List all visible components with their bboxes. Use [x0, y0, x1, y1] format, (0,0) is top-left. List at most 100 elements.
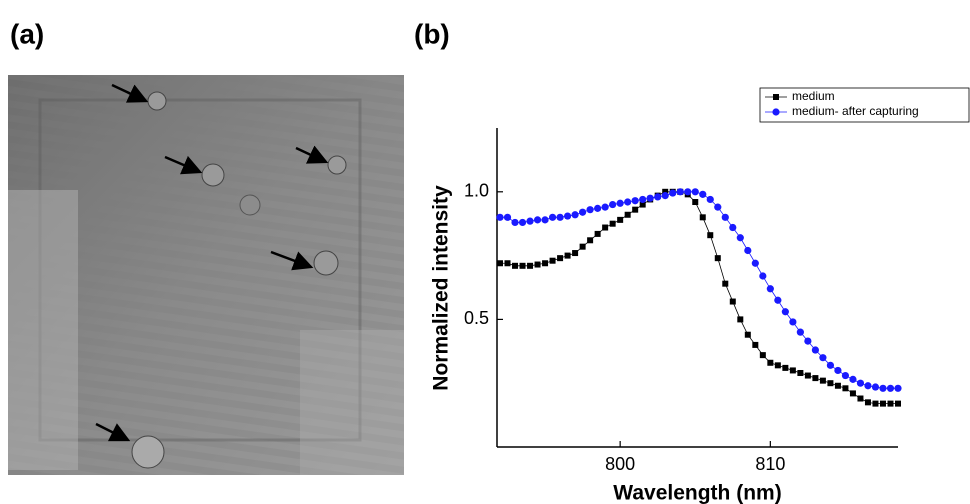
marker: [526, 217, 534, 225]
marker: [879, 384, 887, 392]
legend-label: medium: [792, 89, 835, 103]
marker: [699, 190, 707, 198]
marker: [766, 285, 774, 293]
marker: [609, 200, 617, 209]
marker: [879, 400, 886, 407]
marker: [722, 280, 729, 287]
marker: [774, 362, 781, 369]
marker: [631, 197, 639, 205]
marker: [729, 298, 736, 305]
marker: [772, 108, 780, 116]
panel-label: (b): [414, 18, 450, 49]
marker: [721, 213, 729, 221]
marker: [744, 246, 752, 255]
marker: [572, 250, 579, 257]
marker: [871, 383, 880, 391]
marker: [759, 272, 767, 280]
micrograph: [8, 75, 404, 475]
marker: [826, 361, 835, 369]
marker: [684, 188, 692, 196]
marker: [781, 308, 789, 316]
marker: [894, 384, 902, 392]
marker: [669, 189, 677, 197]
marker: [541, 216, 549, 224]
marker: [504, 260, 511, 267]
marker: [527, 262, 534, 269]
marker: [849, 390, 856, 397]
marker: [601, 203, 609, 211]
marker: [676, 188, 684, 196]
marker: [662, 188, 669, 195]
marker: [819, 377, 826, 384]
marker: [864, 399, 871, 406]
marker: [774, 296, 782, 304]
marker: [804, 372, 811, 379]
marker: [542, 260, 549, 267]
marker: [744, 331, 751, 338]
y-tick-label: 1.0: [464, 181, 489, 201]
marker: [872, 400, 879, 407]
marker: [751, 259, 759, 267]
marker: [519, 262, 526, 269]
marker: [594, 230, 601, 237]
marker: [594, 204, 602, 212]
marker: [857, 395, 864, 402]
marker: [624, 211, 631, 218]
marker: [856, 379, 865, 387]
marker: [699, 214, 706, 221]
marker: [842, 385, 849, 392]
marker: [707, 232, 714, 239]
marker: [841, 371, 850, 380]
marker: [587, 237, 594, 244]
marker: [632, 206, 639, 213]
marker: [849, 375, 857, 383]
marker: [579, 243, 586, 250]
marker: [616, 199, 624, 207]
marker: [796, 328, 804, 336]
marker: [782, 364, 789, 371]
marker: [548, 213, 557, 221]
x-tick-label: 810: [755, 454, 785, 474]
marker: [804, 337, 812, 345]
marker: [797, 369, 804, 376]
marker: [571, 211, 579, 219]
marker: [579, 208, 587, 216]
marker: [737, 316, 744, 323]
y-axis-label: Normalized intensity: [430, 185, 453, 391]
marker: [812, 375, 819, 382]
series-line: [500, 191, 898, 389]
marker: [864, 382, 872, 390]
legend-label: medium- after capturing: [792, 104, 919, 118]
marker: [624, 198, 632, 206]
marker: [714, 255, 721, 262]
marker: [617, 216, 624, 223]
marker: [729, 223, 737, 232]
marker: [497, 260, 504, 267]
x-axis-label: Wavelength (nm): [613, 482, 781, 504]
marker: [827, 380, 834, 387]
marker: [767, 359, 774, 366]
marker: [564, 252, 571, 259]
marker: [714, 203, 722, 211]
marker: [819, 354, 827, 362]
chart: 800 810 0.5 1.0 Wavelength (nm) Normalized in…: [430, 87, 970, 504]
marker: [773, 94, 779, 100]
marker: [691, 188, 699, 196]
marker: [609, 220, 616, 227]
marker: [736, 234, 744, 242]
marker: [834, 382, 841, 389]
marker: [895, 400, 901, 407]
legend-box: [759, 87, 970, 123]
marker: [887, 400, 894, 407]
marker: [789, 367, 796, 374]
marker: [496, 213, 504, 221]
marker: [511, 218, 519, 227]
marker: [692, 199, 699, 206]
marker: [549, 257, 556, 264]
marker: [811, 346, 819, 354]
marker: [752, 341, 759, 348]
y-tick-label: 0.5: [464, 308, 489, 328]
marker: [834, 366, 842, 375]
marker: [556, 213, 564, 221]
marker: [533, 216, 542, 224]
